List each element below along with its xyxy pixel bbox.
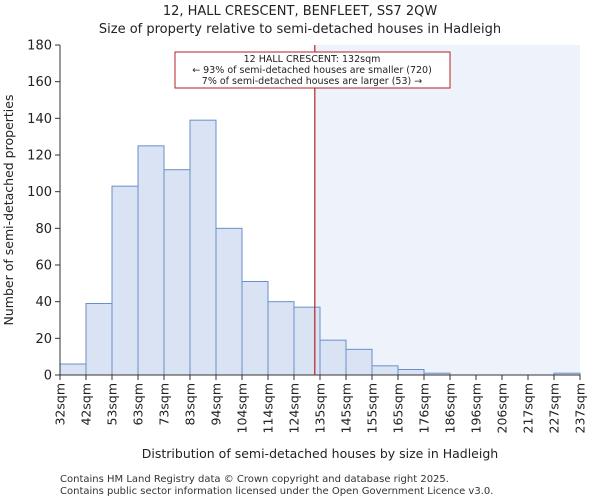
annotation-line-2: ← 93% of semi-detached houses are smalle… bbox=[192, 65, 432, 76]
x-tick-label: 165sqm bbox=[391, 383, 406, 433]
y-tick-label: 40 bbox=[35, 295, 52, 310]
y-tick-label: 0 bbox=[44, 369, 52, 384]
x-tick-label: 227sqm bbox=[547, 383, 562, 433]
annotation-line-3: 7% of semi-detached houses are larger (5… bbox=[202, 76, 422, 87]
histogram-bar bbox=[59, 363, 87, 376]
annotation-box bbox=[174, 51, 451, 89]
x-tick-label: 237sqm bbox=[573, 383, 588, 433]
footer-line-1: Contains HM Land Registry data © Crown c… bbox=[60, 474, 449, 485]
histogram-bar bbox=[137, 145, 165, 376]
x-tick-label: 32sqm bbox=[53, 383, 68, 426]
larger-region-shade bbox=[314, 45, 580, 375]
y-tick-label: 160 bbox=[27, 75, 52, 90]
chart-subtitle: Size of property relative to semi-detach… bbox=[98, 22, 502, 37]
x-tick-label: 124sqm bbox=[287, 383, 302, 433]
histogram-bar bbox=[345, 348, 373, 376]
x-tick-label: 104sqm bbox=[235, 383, 250, 433]
annotation-line-1: 12 HALL CRESCENT: 132sqm bbox=[244, 54, 381, 65]
x-tick-label: 217sqm bbox=[521, 383, 536, 433]
x-tick-label: 83sqm bbox=[183, 383, 198, 426]
y-tick-label: 120 bbox=[27, 149, 52, 164]
histogram-bar bbox=[319, 339, 347, 376]
y-tick-label: 180 bbox=[27, 39, 52, 54]
histogram-bar bbox=[241, 281, 269, 376]
x-tick-label: 53sqm bbox=[105, 383, 120, 426]
y-tick-label: 100 bbox=[27, 185, 52, 200]
x-tick-label: 206sqm bbox=[495, 383, 510, 433]
histogram-bar bbox=[397, 369, 425, 376]
x-tick-label: 186sqm bbox=[443, 383, 458, 433]
x-tick-label: 42sqm bbox=[79, 383, 94, 426]
histogram-bar bbox=[163, 169, 191, 376]
histogram-bar bbox=[189, 119, 217, 376]
histogram-bar bbox=[215, 227, 243, 376]
chart-title: 12, HALL CRESCENT, BENFLEET, SS7 2QW bbox=[162, 4, 438, 19]
x-tick-label: 145sqm bbox=[339, 383, 354, 433]
y-axis-label: Number of semi-detached properties bbox=[1, 95, 16, 326]
x-tick-label: 73sqm bbox=[157, 383, 172, 426]
y-tick-label: 20 bbox=[35, 332, 52, 347]
x-tick-label: 63sqm bbox=[131, 383, 146, 426]
histogram-bar bbox=[267, 301, 295, 376]
x-tick-label: 196sqm bbox=[469, 383, 484, 433]
histogram-bar bbox=[293, 306, 321, 376]
footer-line-2: Contains public sector information licen… bbox=[60, 486, 494, 497]
histogram-bar bbox=[371, 365, 399, 376]
x-tick-label: 135sqm bbox=[313, 383, 328, 433]
x-axis-label: Distribution of semi-detached houses by … bbox=[142, 446, 498, 461]
y-tick-label: 80 bbox=[35, 222, 52, 237]
y-tick-label: 140 bbox=[27, 112, 52, 127]
x-tick-label: 176sqm bbox=[417, 383, 432, 433]
x-tick-label: 155sqm bbox=[365, 383, 380, 433]
x-tick-label: 94sqm bbox=[209, 383, 224, 426]
histogram-bar bbox=[111, 185, 139, 376]
x-tick-label: 114sqm bbox=[261, 383, 276, 433]
histogram-bar bbox=[85, 303, 113, 376]
y-tick-label: 60 bbox=[35, 259, 52, 274]
